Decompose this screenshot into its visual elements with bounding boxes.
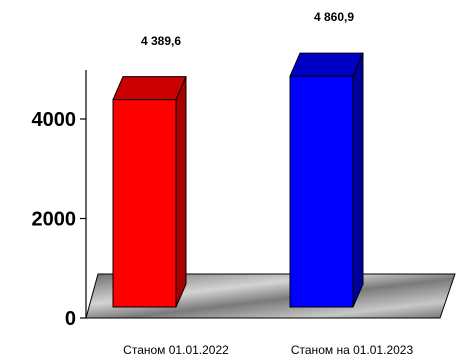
y-tick-label-0: 0	[65, 308, 76, 330]
bar-0-top	[112, 76, 187, 101]
data-label-0: 4 389,6	[141, 34, 181, 48]
bar-1-front	[289, 75, 354, 308]
x-tick-label-0: Станом 01.01.2022	[123, 343, 229, 356]
bar-0-front	[112, 99, 177, 308]
y-tick-label-2: 4000	[32, 109, 77, 131]
bar-1	[289, 52, 364, 308]
bar-1-side	[352, 52, 364, 308]
bar-0-side	[175, 76, 187, 308]
bar-1-top	[289, 52, 364, 77]
data-label-1: 4 860,9	[314, 10, 354, 24]
bar-0	[112, 76, 187, 308]
y-tick-label-1: 2000	[32, 209, 77, 231]
x-tick-label-1: Станом на 01.01.2023	[291, 343, 414, 356]
